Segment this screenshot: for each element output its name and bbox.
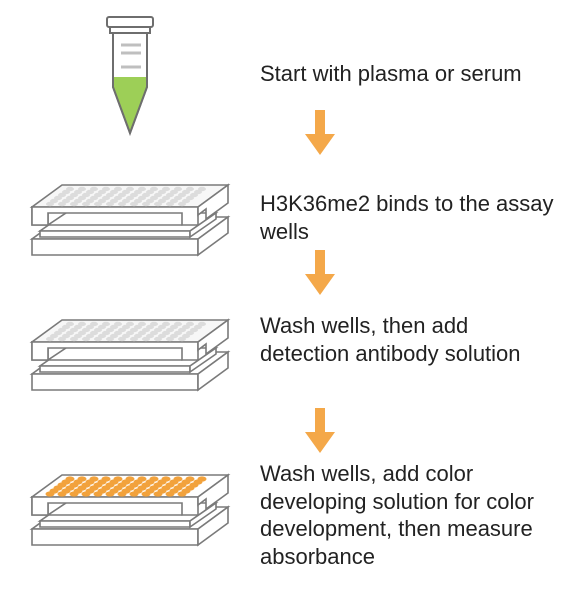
step-row-1: Start with plasma or serum <box>0 15 582 140</box>
step-row-3: Wash wells, then add detection antibody … <box>0 300 582 400</box>
step-text-col-1: Start with plasma or serum <box>260 15 582 88</box>
step-text-col-4: Wash wells, add color developing solutio… <box>260 455 582 570</box>
step-4-text: Wash wells, add color developing solutio… <box>260 460 562 570</box>
step-text-col-3: Wash wells, then add detection antibody … <box>260 300 582 367</box>
arrow-down-icon <box>305 110 335 155</box>
arrow-2 <box>300 250 340 295</box>
plate-colored-icon <box>20 455 240 555</box>
arrow-down-icon <box>305 408 335 453</box>
step-3-text: Wash wells, then add detection antibody … <box>260 312 562 367</box>
plate-icon <box>20 165 240 265</box>
arrow-down-icon <box>305 250 335 295</box>
step-text-col-2: H3K36me2 binds to the assay wells <box>260 165 582 245</box>
step-1-text: Start with plasma or serum <box>260 60 562 88</box>
illus-plate-empty-1 <box>0 165 260 265</box>
arrow-3 <box>300 408 340 453</box>
step-2-text: H3K36me2 binds to the assay wells <box>260 190 562 245</box>
illus-tube <box>0 15 260 140</box>
step-row-2: H3K36me2 binds to the assay wells <box>0 165 582 265</box>
plate-icon <box>20 300 240 400</box>
illus-plate-empty-2 <box>0 300 260 400</box>
step-row-4: Wash wells, add color developing solutio… <box>0 455 582 570</box>
tube-icon <box>85 15 175 140</box>
arrow-1 <box>300 110 340 155</box>
illus-plate-colored <box>0 455 260 555</box>
